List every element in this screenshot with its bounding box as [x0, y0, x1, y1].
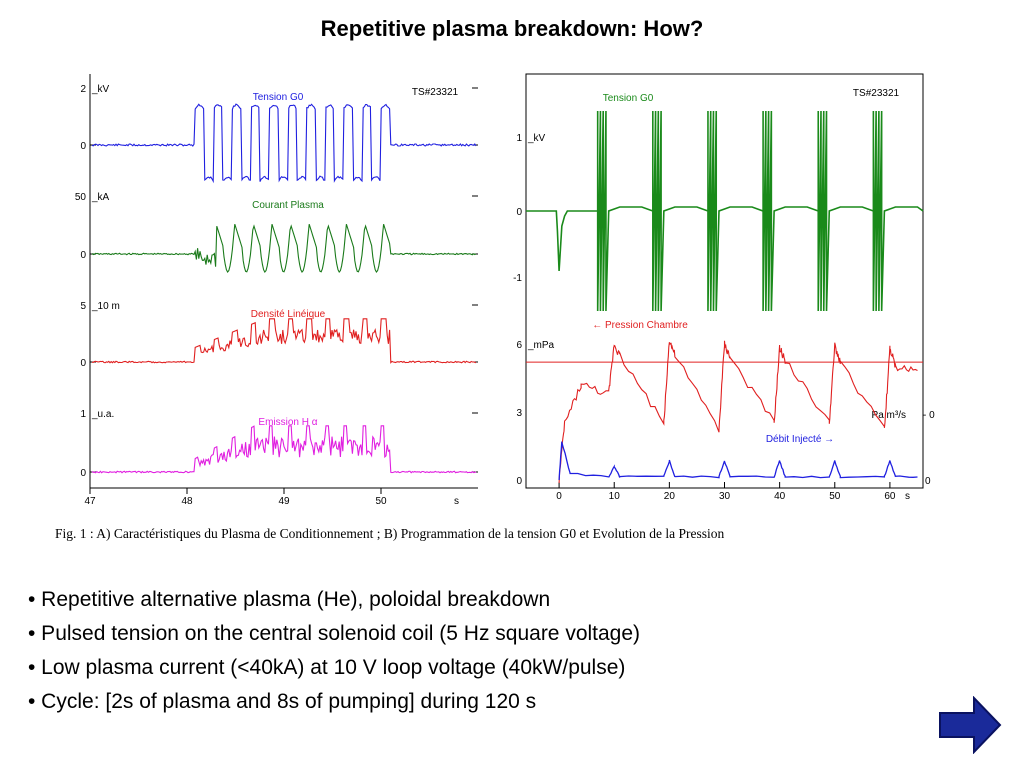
- x-tick-label: 48: [181, 496, 193, 507]
- figure-b-labels: Tension G0 ← Pression Chambre Débit Inject…: [592, 88, 899, 445]
- trace-line: [91, 318, 477, 364]
- trace-line: [558, 441, 918, 481]
- y-tick-label: 3: [516, 408, 522, 419]
- x-tick-label: 30: [719, 491, 731, 502]
- y-tick-label: 0: [80, 141, 86, 152]
- right-tick-label: - 0.3: [923, 410, 935, 421]
- x-tick-label: 49: [278, 496, 290, 507]
- right-unit-label: Pa m³/s: [872, 410, 906, 421]
- x-tick-label: 47: [84, 496, 96, 507]
- y-tick-label: 1: [516, 133, 522, 144]
- trace-line: [558, 340, 918, 484]
- figure-a-traces: [91, 103, 477, 474]
- y-tick-label: 0: [516, 476, 522, 487]
- trace-label: Emission H α: [258, 417, 317, 428]
- x-unit-label: s: [905, 491, 910, 502]
- unit-label: _kV: [527, 133, 546, 144]
- x-tick-label: 60: [884, 491, 896, 502]
- y-tick-label: 0: [516, 207, 522, 218]
- bullet-item: • Low plasma current (<40kA) at 10 V loo…: [28, 656, 626, 679]
- y-tick-label: 0: [80, 250, 86, 261]
- figure-b-traces: [526, 110, 924, 484]
- x-tick-label: 20: [664, 491, 676, 502]
- unit-label: _kA: [91, 192, 110, 203]
- trace-label: Densité Linéique: [251, 309, 326, 320]
- shot-label: TS#23321: [853, 88, 900, 99]
- unit-label: _kV: [91, 84, 110, 95]
- trace-line: [91, 103, 477, 184]
- trace-label: Tension G0: [253, 92, 304, 103]
- figure-b-frame: [525, 73, 924, 489]
- figure-a-chart: 47 48 49 50 s 2 _kV 0 50 _kA 0 5 _10 m 0 1 _u.a. 0 Tensi…: [75, 74, 478, 507]
- shot-label: TS#23321: [412, 87, 459, 98]
- bullet-item: • Repetitive alternative plasma (He), po…: [28, 588, 551, 611]
- x-unit-label: s: [454, 496, 459, 507]
- figure-caption: Fig. 1 : A) Caractéristiques du Plasma d…: [55, 526, 725, 541]
- unit-label: _mPa: [527, 340, 555, 351]
- y-tick-label: 0: [80, 358, 86, 369]
- right-tick-label: 0: [925, 476, 931, 487]
- trace-label: ← Pression Chambre: [592, 320, 688, 331]
- trace-line: [91, 224, 477, 273]
- bullet-list: • Repetitive alternative plasma (He), po…: [28, 583, 640, 719]
- unit-label: _10 m: [91, 301, 120, 312]
- y-tick-label: 5: [80, 301, 86, 312]
- bullet-item: • Cycle: [2s of plasma and 8s of pumping…: [28, 690, 537, 713]
- trace-line: [91, 425, 477, 474]
- y-tick-label: 1: [80, 409, 86, 420]
- y-tick-label: 50: [75, 192, 87, 203]
- x-tick-label: 50: [829, 491, 841, 502]
- x-tick-label: 0: [556, 491, 562, 502]
- figure-a-labels: Tension G0 Courant Plasma Densité Linéique…: [251, 87, 459, 428]
- x-tick-label: 50: [375, 496, 387, 507]
- x-tick-label: 40: [774, 491, 786, 502]
- slide-title: Repetitive plasma breakdown: How?: [320, 16, 704, 41]
- bullet-item: • Pulsed tension on the central solenoid…: [28, 622, 641, 645]
- y-tick-label: 6: [516, 340, 522, 351]
- next-arrow-icon: [939, 696, 1002, 754]
- next-slide-button[interactable]: [938, 696, 1002, 754]
- trace-label: Courant Plasma: [252, 200, 324, 211]
- trace-line: [526, 110, 924, 312]
- y-tick-label: 0: [80, 468, 86, 479]
- unit-label: _u.a.: [91, 409, 114, 420]
- x-tick-label: 10: [609, 491, 621, 502]
- trace-label: Tension G0: [603, 93, 654, 104]
- y-tick-label: 2: [80, 84, 86, 95]
- y-tick-label: -1: [513, 273, 522, 284]
- trace-label: Débit Injecté →: [766, 434, 834, 445]
